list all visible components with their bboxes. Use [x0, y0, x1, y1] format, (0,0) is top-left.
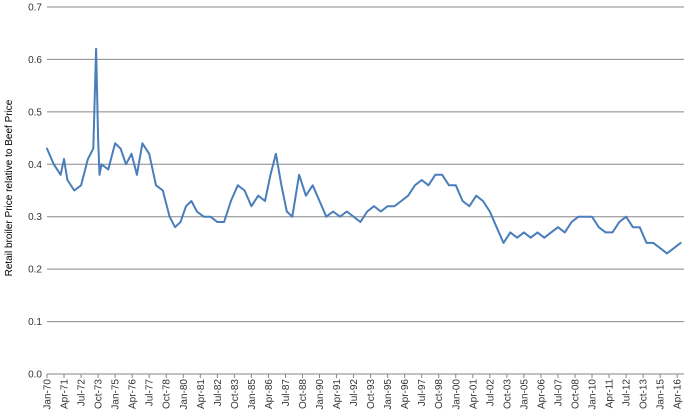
- y-tick-label: 0.4: [28, 160, 42, 171]
- x-tick-label: Jan-80: [179, 379, 190, 410]
- x-tick-label: Apr-81: [196, 379, 207, 409]
- x-tick-label: Oct-93: [366, 379, 377, 409]
- x-tick-label: Jul-92: [349, 379, 360, 407]
- x-tick-label: Jan-70: [43, 379, 54, 410]
- x-tick-label: Apr-01: [468, 379, 479, 409]
- x-tick-label: Jul-82: [213, 379, 224, 407]
- x-tick-label: Jul-77: [145, 379, 156, 407]
- x-tick-label: Jan-05: [519, 379, 530, 410]
- y-tick-label: 0.2: [28, 265, 42, 276]
- y-tick-label: 0.5: [28, 107, 42, 118]
- x-tick-label: Apr-06: [536, 379, 547, 409]
- y-tick-label: 0.3: [28, 212, 42, 223]
- x-tick-label: Jul-97: [417, 379, 428, 407]
- x-tick-label: Apr-91: [332, 379, 343, 409]
- y-tick-label: 0.7: [28, 3, 42, 14]
- x-tick-label: Jan-90: [315, 379, 326, 410]
- x-tick-label: Jan-00: [451, 379, 462, 410]
- x-tick-label: Oct-73: [94, 379, 105, 409]
- x-tick-label: Apr-76: [128, 379, 139, 409]
- x-tick-label: Oct-98: [434, 379, 445, 409]
- x-tick-label: Oct-83: [230, 379, 241, 409]
- x-tick-label: Jan-75: [111, 379, 122, 410]
- series-line: [46, 47, 682, 255]
- gridlines: [47, 6, 684, 375]
- y-tick-label: 0.0: [28, 370, 42, 381]
- x-tick-label: Oct-08: [570, 379, 581, 409]
- x-tick-label: Apr-16: [673, 379, 684, 409]
- x-tick-label: Oct-88: [298, 379, 309, 409]
- x-tick-label: Apr-11: [605, 379, 616, 409]
- x-tick-label: Jan-85: [247, 379, 258, 410]
- x-tick-label: Apr-96: [400, 379, 411, 409]
- x-tick-label: Apr-71: [60, 379, 71, 409]
- x-axis-ticks: Jan-70 Apr-71 Jul-72 Oct-73 Jan-75 Apr-76 Jul-…: [43, 374, 684, 410]
- y-tick-label: 0.1: [28, 317, 42, 328]
- x-tick-label: Jul-87: [281, 379, 292, 407]
- y-tick-label: 0.6: [28, 55, 42, 66]
- x-tick-label: Jan-15: [656, 379, 667, 410]
- x-tick-label: Jan-10: [588, 379, 599, 410]
- x-tick-label: Jul-07: [553, 379, 564, 407]
- y-axis-title: Retail broiler Price relative to Beef Pr…: [4, 99, 15, 276]
- x-tick-label: Apr-86: [264, 379, 275, 409]
- x-tick-label: Oct-78: [162, 379, 173, 409]
- y-axis-ticks: 0.0 0.1 0.2 0.3 0.4 0.5 0.6 0.7: [28, 3, 42, 381]
- x-tick-label: Oct-03: [502, 379, 513, 409]
- x-tick-label: Jul-12: [622, 379, 633, 407]
- x-tick-label: Oct-13: [639, 379, 650, 409]
- x-tick-label: Jul-72: [77, 379, 88, 407]
- x-tick-label: Jul-02: [485, 379, 496, 407]
- x-tick-label: Jan-95: [383, 379, 394, 410]
